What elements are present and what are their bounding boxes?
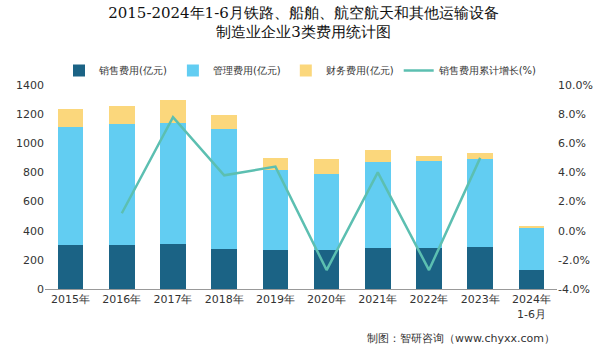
svg-text:600: 600 (23, 195, 44, 208)
svg-text:0.0%: 0.0% (558, 225, 586, 238)
svg-text:2022年: 2022年 (410, 293, 449, 306)
svg-text:销售费用(亿元): 销售费用(亿元) (98, 65, 167, 76)
svg-text:8.0%: 8.0% (558, 108, 586, 121)
svg-text:2024年1-6月: 2024年1-6月 (512, 293, 551, 320)
svg-text:制图：智研咨询（www.chyxx.com）: 制图：智研咨询（www.chyxx.com） (367, 332, 555, 345)
svg-text:-4.0%: -4.0% (558, 283, 590, 296)
svg-text:-2.0%: -2.0% (558, 254, 590, 267)
svg-text:2017年: 2017年 (154, 293, 193, 306)
svg-text:管理费用(亿元): 管理费用(亿元) (213, 65, 281, 76)
svg-text:0: 0 (37, 283, 44, 296)
svg-text:销售费用累计增长(%): 销售费用累计增长(%) (438, 65, 536, 76)
svg-text:2016年: 2016年 (102, 293, 141, 306)
svg-text:6.0%: 6.0% (558, 137, 586, 150)
svg-text:4.0%: 4.0% (558, 166, 586, 179)
svg-text:2015-2024年1-6月铁路、船舶、航空航天和其他运输设: 2015-2024年1-6月铁路、船舶、航空航天和其他运输设备制造业企业3类费用… (108, 4, 499, 42)
svg-text:200: 200 (23, 254, 44, 267)
svg-text:2015年: 2015年 (51, 293, 90, 306)
svg-text:1000: 1000 (16, 137, 44, 150)
svg-text:2.0%: 2.0% (558, 195, 586, 208)
svg-text:400: 400 (23, 225, 44, 238)
svg-text:2021年: 2021年 (358, 293, 397, 306)
svg-text:1200: 1200 (16, 108, 44, 121)
svg-text:1400: 1400 (16, 79, 44, 92)
svg-text:10.0%: 10.0% (558, 79, 593, 92)
svg-text:2018年: 2018年 (205, 293, 244, 306)
svg-text:2023年: 2023年 (461, 293, 500, 306)
svg-text:2019年: 2019年 (256, 293, 295, 306)
svg-text:财务费用(亿元): 财务费用(亿元) (326, 65, 394, 76)
svg-text:800: 800 (23, 166, 44, 179)
svg-text:2020年: 2020年 (307, 293, 346, 306)
